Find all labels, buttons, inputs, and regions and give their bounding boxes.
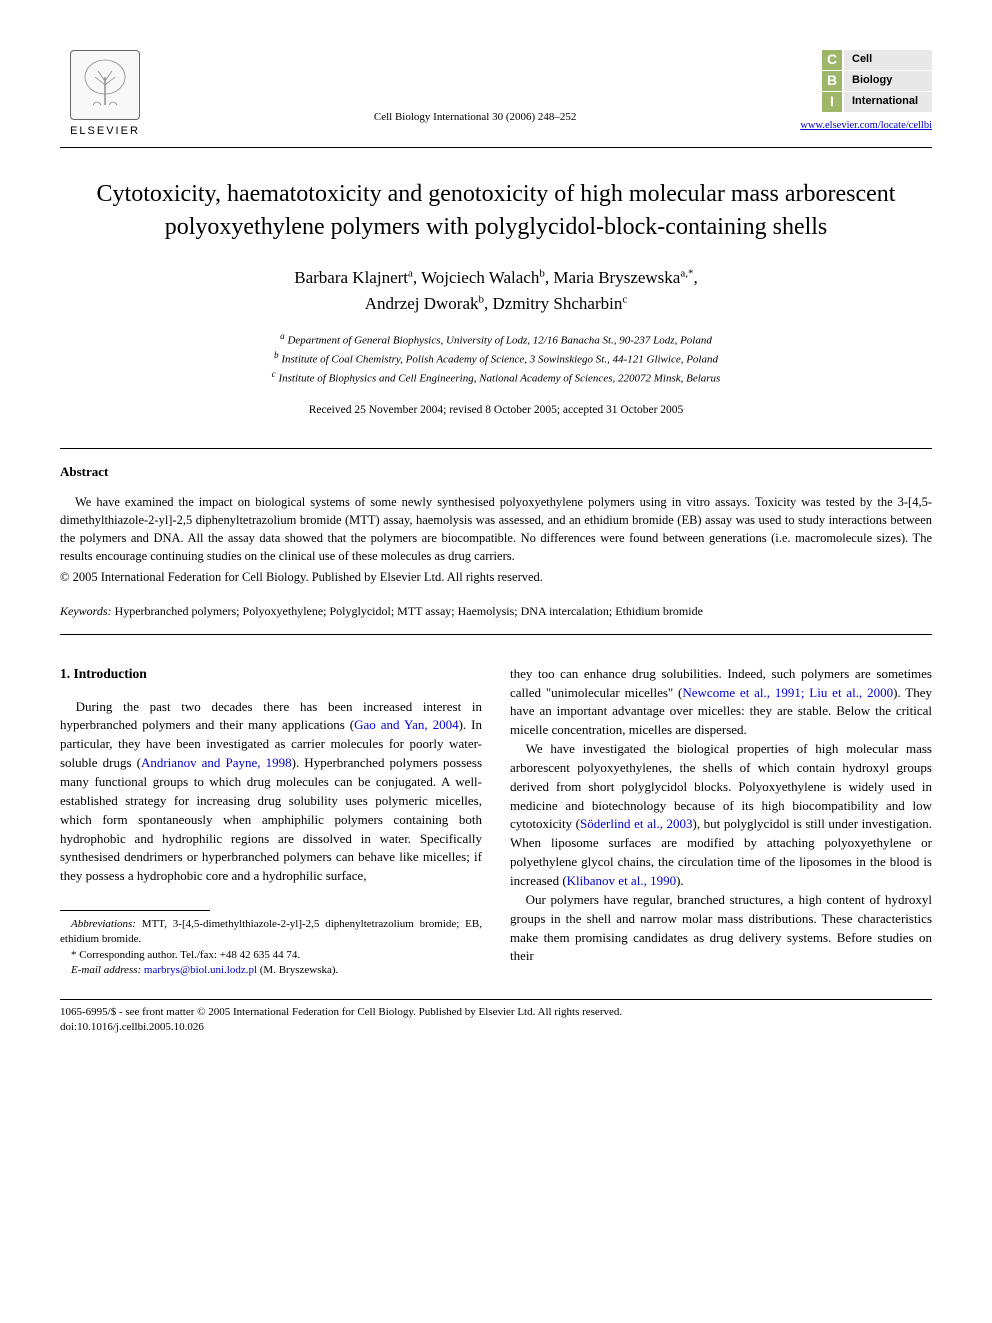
author-3: Maria Bryszewska xyxy=(553,268,680,287)
abstract-rule-top xyxy=(60,448,932,449)
author-1: Barbara Klajnert xyxy=(294,268,408,287)
doi-line: doi:10.1016/j.cellbi.2005.10.026 xyxy=(60,1020,932,1035)
author-1-sup: a xyxy=(408,268,413,280)
keywords-label: Keywords: xyxy=(60,604,112,618)
ref-soderlind[interactable]: Söderlind et al., 2003 xyxy=(580,816,693,831)
intro-heading: 1. Introduction xyxy=(60,665,482,684)
elsevier-tree-icon xyxy=(70,50,140,120)
intro-para-1: During the past two decades there has be… xyxy=(60,698,482,886)
page-header: ELSEVIER Cell Biology International 30 (… xyxy=(60,50,932,139)
column-left: 1. Introduction During the past two deca… xyxy=(60,665,482,979)
abstract-text: We have examined the impact on biologica… xyxy=(60,493,932,566)
affiliation-c: c Institute of Biophysics and Cell Engin… xyxy=(60,368,932,387)
bottom-rule xyxy=(60,999,932,1000)
issn-copyright: 1065-6995/$ - see front matter © 2005 In… xyxy=(60,1005,932,1020)
footnote-abbrev: Abbreviations: MTT, 3-[4,5-dimethylthiaz… xyxy=(60,917,482,948)
author-line-1: Barbara Klajnerta, Wojciech Walachb, Mar… xyxy=(60,265,932,291)
intro-para-3: Our polymers have regular, branched stru… xyxy=(510,891,932,966)
body-columns: 1. Introduction During the past two deca… xyxy=(60,665,932,979)
affiliation-b: b Institute of Coal Chemistry, Polish Ac… xyxy=(60,349,932,368)
author-line-2: Andrzej Dworakb, Dzmitry Shcharbinc xyxy=(60,291,932,317)
email-address[interactable]: marbrys@biol.uni.lodz.pl xyxy=(144,964,257,976)
author-4-sup: b xyxy=(479,293,485,305)
affiliations: a Department of General Biophysics, Univ… xyxy=(60,330,932,387)
abstract-rule-bottom xyxy=(60,634,932,635)
intro-para-1-cont: they too can enhance drug solubilities. … xyxy=(510,665,932,740)
email-label: E-mail address: xyxy=(71,964,141,976)
cbi-row-b: B Biology xyxy=(822,71,932,91)
footnote-email: E-mail address: marbrys@biol.uni.lodz.pl… xyxy=(60,963,482,978)
cbi-row-c: C Cell xyxy=(822,50,932,70)
ref-newcome-liu[interactable]: Newcome et al., 1991; Liu et al., 2000 xyxy=(682,685,893,700)
keywords-line: Keywords: Hyperbranched polymers; Polyox… xyxy=(60,603,932,620)
ref-gao-yan[interactable]: Gao and Yan, 2004 xyxy=(354,717,458,732)
author-5: Dzmitry Shcharbin xyxy=(493,294,623,313)
column-right: they too can enhance drug solubilities. … xyxy=(510,665,932,979)
article-dates: Received 25 November 2004; revised 8 Oct… xyxy=(60,402,932,418)
cbi-initial-c: C xyxy=(822,50,842,70)
cbi-word-biology: Biology xyxy=(844,71,932,91)
cbi-row-i: I International xyxy=(822,92,932,112)
cbi-initial-b: B xyxy=(822,71,842,91)
author-5-sup: c xyxy=(622,293,627,305)
affiliation-a: a Department of General Biophysics, Univ… xyxy=(60,330,932,349)
intro-para-2: We have investigated the biological prop… xyxy=(510,740,932,891)
header-rule xyxy=(60,147,932,148)
tree-icon xyxy=(75,55,135,115)
abstract-copyright: © 2005 International Federation for Cell… xyxy=(60,569,932,587)
cbi-word-intl: International xyxy=(844,92,932,112)
author-3-sup: a,* xyxy=(680,268,693,280)
author-2: Wojciech Walach xyxy=(421,268,539,287)
ref-andrianov[interactable]: Andrianov and Payne, 1998 xyxy=(141,755,292,770)
cbi-word-cell: Cell xyxy=(844,50,932,70)
article-title: Cytotoxicity, haematotoxicity and genoto… xyxy=(90,178,902,243)
cbi-initial-i: I xyxy=(822,92,842,112)
citation-line: Cell Biology International 30 (2006) 248… xyxy=(374,50,577,125)
ref-klibanov[interactable]: Klibanov et al., 1990 xyxy=(567,873,676,888)
cbi-logo-block: C Cell B Biology I International xyxy=(822,50,932,113)
footnote-rule xyxy=(60,910,210,911)
abbrev-label: Abbreviations: xyxy=(71,918,136,930)
journal-url-link[interactable]: www.elsevier.com/locate/cellbi xyxy=(800,119,932,134)
email-author-name: (M. Bryszewska). xyxy=(260,964,339,976)
author-4: Andrzej Dworak xyxy=(365,294,479,313)
journal-logo: C Cell B Biology I International www.els… xyxy=(800,50,932,134)
footnote-corresponding: * Corresponding author. Tel./fax: +48 42… xyxy=(60,948,482,963)
publisher-name: ELSEVIER xyxy=(70,124,140,139)
publisher-logo: ELSEVIER xyxy=(60,50,150,139)
abstract-heading: Abstract xyxy=(60,463,932,481)
author-2-sup: b xyxy=(539,268,545,280)
keywords-text: Hyperbranched polymers; Polyoxyethylene;… xyxy=(115,604,703,618)
author-list: Barbara Klajnerta, Wojciech Walachb, Mar… xyxy=(60,265,932,316)
